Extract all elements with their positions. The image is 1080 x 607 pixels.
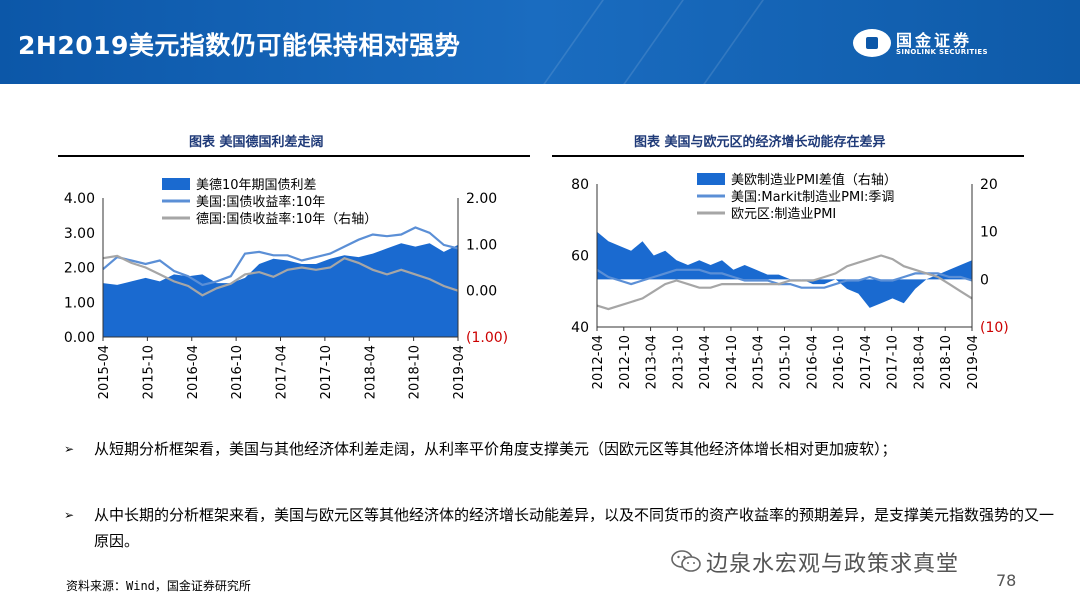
x-tick-label: 2012-10 — [618, 335, 633, 389]
header-banner: 2H2019美元指数仍可能保持相对强势 国金证券 SINOLINK SECURI… — [0, 0, 1080, 84]
source-note: 资料来源：Wind，国金证券研究所 — [66, 579, 251, 593]
legend-swatch-1 — [697, 173, 725, 185]
x-tick-label: 2014-10 — [725, 335, 740, 389]
logo-chinese-name: 国金证券 — [896, 31, 973, 50]
page-title: 2H2019美元指数仍可能保持相对强势 — [18, 31, 461, 60]
x-tick-label: 2018-04 — [912, 335, 927, 389]
left-chart-rule — [58, 155, 530, 157]
x-tick-label: 2017-04 — [275, 345, 290, 399]
x-tick-label: 2016-04 — [805, 335, 820, 389]
bullet-arrow-icon: ➢ — [64, 508, 75, 522]
x-tick-label: 2013-04 — [645, 335, 660, 389]
y-left-tick-label: 0.00 — [64, 330, 95, 346]
y-right-tick-label: 20 — [980, 177, 998, 193]
left-chart-title: 图表 美国德国利差走阔 — [189, 135, 324, 150]
y-right-tick-label: 0 — [980, 272, 989, 288]
series-line-2 — [596, 268, 973, 289]
y-right-tick-label: (10) — [980, 320, 1009, 336]
x-tick-label: 2017-10 — [319, 345, 334, 399]
right-chart-title: 图表 美国与欧元区的经济增长动能存在差异 — [634, 135, 886, 150]
x-tick-label: 2018-10 — [408, 345, 423, 399]
pmi-chart: 80 60 40 20 10 0 (10) 2012-04 2012-10 2013-04 2013… — [571, 172, 1009, 389]
legend-label-2: 美国:Markit制造业PMI:季调 — [731, 190, 894, 205]
wechat-watermark: 边泉水宏观与政策求真堂 — [671, 546, 960, 578]
x-tick-label: 2019-04 — [966, 335, 981, 389]
x-tick-label: 2018-04 — [363, 345, 378, 399]
right-chart-rule — [552, 155, 1024, 157]
x-tick-label: 2016-10 — [832, 335, 847, 389]
x-tick-label: 2016-10 — [230, 345, 245, 399]
y-left-tick-label: 3.00 — [64, 226, 95, 242]
x-tick-label: 2015-10 — [779, 335, 794, 389]
bullet-1-text: 从短期分析框架看，美国与其他经济体利差走阔，从利率平价角度支撑美元（因欧元区等其… — [94, 440, 897, 458]
wechat-icon — [671, 550, 701, 572]
x-tick-label: 2015-10 — [141, 345, 156, 399]
x-tick-label: 2014-04 — [698, 335, 713, 389]
y-left-tick-label: 60 — [571, 249, 589, 265]
watermark-text: 边泉水宏观与政策求真堂 — [706, 552, 960, 577]
x-tick-label: 2017-10 — [886, 335, 901, 389]
series-area-1 — [103, 243, 458, 337]
bullet-arrow-icon: ➢ — [64, 442, 75, 456]
x-tick-label: 2016-04 — [186, 345, 201, 399]
y-left-tick-label: 1.00 — [64, 295, 95, 311]
y-left-tick-label: 80 — [571, 177, 589, 193]
x-tick-label: 2017-04 — [859, 335, 874, 389]
series-line-3 — [102, 254, 459, 297]
y-right-tick-label: 0.00 — [466, 284, 497, 300]
rate-spread-chart: 4.003.002.001.000.002.001.000.00(1.00)20… — [64, 178, 508, 399]
logo-english-name: SINOLINK SECURITIES — [896, 48, 988, 56]
legend-swatch-1 — [162, 178, 190, 190]
legend-label-3: 德国:国债收益率:10年（右轴） — [196, 211, 377, 227]
series-area-1 — [597, 231, 972, 308]
x-tick-label: 2015-04 — [752, 335, 767, 389]
y-right-tick-label: (1.00) — [466, 330, 508, 346]
series-line-3 — [596, 254, 973, 311]
legend-label-1: 美欧制造业PMI差值（右轴） — [731, 172, 897, 188]
x-tick-label: 2018-10 — [939, 335, 954, 389]
x-tick-label: 2015-04 — [97, 345, 112, 399]
x-tick-label: 2019-04 — [452, 345, 467, 399]
bullet-2-text: 从中长期的分析框架来看，美国与欧元区等其他经济体的经济增长动能差异，以及不同货币… — [94, 506, 1055, 550]
y-right-tick-label: 2.00 — [466, 191, 497, 207]
x-tick-label: 2012-04 — [591, 335, 606, 389]
y-right-tick-label: 10 — [980, 225, 998, 241]
company-logo: 国金证券 SINOLINK SECURITIES — [852, 27, 1052, 61]
x-tick-label: 2013-10 — [671, 335, 686, 389]
legend-label-1: 美德10年期国债利差 — [196, 178, 317, 193]
legend-label-3: 欧元区:制造业PMI — [731, 207, 836, 222]
y-left-tick-label: 40 — [571, 320, 589, 336]
y-left-tick-label: 4.00 — [64, 191, 95, 207]
y-left-tick-label: 2.00 — [64, 261, 95, 277]
legend-label-2: 美国:国债收益率:10年 — [196, 194, 325, 210]
y-right-tick-label: 1.00 — [466, 237, 497, 253]
page-number: 78 — [996, 571, 1017, 590]
logo-mark-icon — [853, 29, 891, 57]
series-line-2 — [102, 226, 459, 287]
